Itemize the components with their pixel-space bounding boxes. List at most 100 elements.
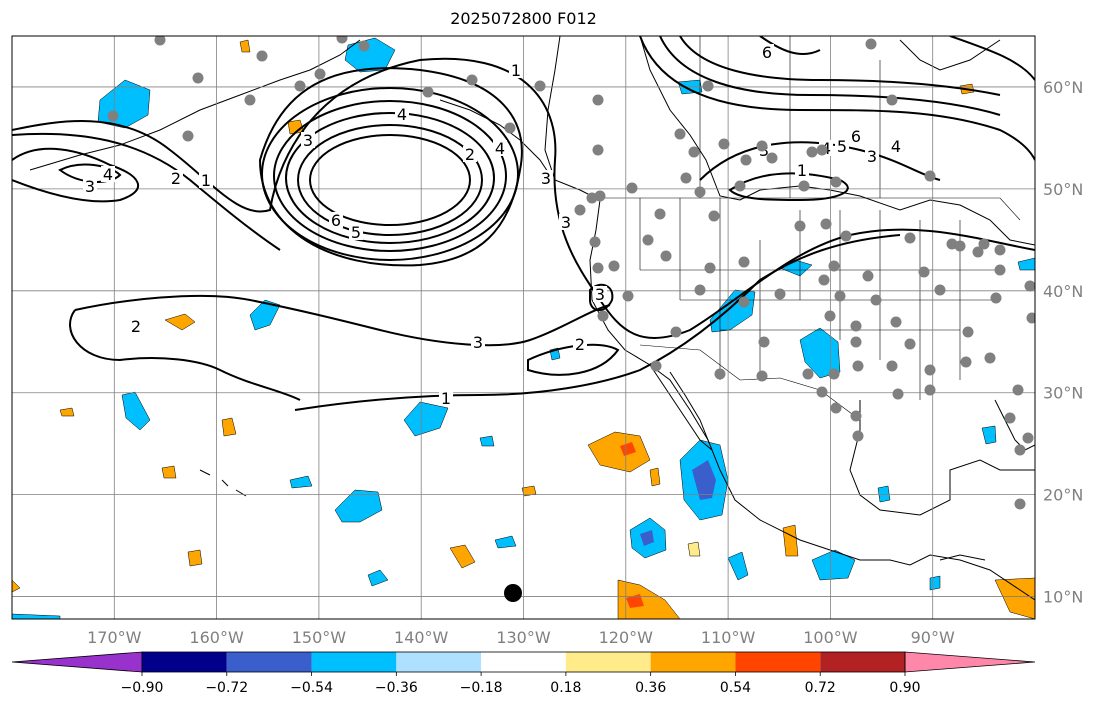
gulf-coast (849, 400, 1035, 516)
neg-patch (479, 435, 495, 447)
station-dot (592, 262, 604, 274)
station-dot (608, 260, 620, 272)
colorbar-label: 0.90 (889, 680, 920, 696)
station-dot (592, 144, 604, 156)
alaska-coast (29, 39, 361, 171)
station-dot (642, 234, 654, 246)
contour-3-aleutian (12, 147, 140, 203)
contour-label: 6 (851, 127, 861, 146)
contour-label-bg (509, 62, 523, 78)
station-dot (994, 244, 1006, 256)
station-dot (244, 94, 256, 106)
alaska-panhandle (439, 99, 551, 176)
station-dot (1024, 280, 1035, 292)
station-dot (740, 154, 752, 166)
neg-patch (811, 549, 856, 581)
contour-label-bg (795, 162, 809, 178)
colorbar-frame (141, 651, 906, 673)
tropical-marker (504, 584, 522, 602)
station-dot (336, 36, 348, 44)
station-dot (192, 72, 204, 84)
neg-patch (344, 37, 396, 73)
contour-3-south (527, 343, 620, 376)
pos-patch (649, 467, 661, 487)
contour-label: 4 (891, 137, 901, 156)
station-dot (1014, 498, 1026, 510)
station-dot (865, 38, 877, 50)
station-dot (984, 352, 996, 364)
pos-patch (164, 313, 196, 331)
pos-patch (221, 417, 237, 437)
contour-2 (258, 67, 523, 267)
colorbar (11, 651, 1036, 673)
colorbar-label: −0.18 (460, 680, 503, 696)
colorbar-label: 0.18 (550, 680, 581, 696)
contour-label: 1 (797, 161, 807, 180)
contour-label: 2 (131, 317, 141, 336)
station-dot (534, 80, 546, 92)
station-dot (504, 122, 516, 134)
canada-provinces (699, 36, 881, 198)
contour-label-bg (835, 138, 849, 154)
contour-label: 4 (495, 139, 505, 158)
contour-2-aleutian (12, 132, 281, 251)
station-dot (840, 230, 852, 242)
contour-label-bg (539, 170, 553, 186)
station-dot (182, 130, 194, 142)
pos-patch (782, 524, 799, 557)
longitude-labels: 170°W 160°W 150°W 140°W 130°W 120°W 110°W 100°W… (87, 628, 955, 647)
station-dot (834, 290, 846, 302)
station-dot (818, 274, 830, 286)
contour-label: 1 (511, 61, 521, 80)
colorbar-segment (565, 652, 651, 672)
station-dot (738, 256, 750, 268)
station-dot (978, 238, 990, 250)
contour-label-bg (395, 106, 409, 122)
station-dot (756, 140, 768, 152)
station-dot (862, 270, 874, 282)
pos-patch (187, 549, 203, 567)
contour-6-canada (639, 36, 1035, 161)
neg-patch (1017, 257, 1035, 271)
lat-label: 30°N (1043, 384, 1083, 403)
colorbar-label: −0.72 (205, 680, 248, 696)
lon-label: 140°W (394, 628, 449, 647)
station-dot (960, 356, 972, 368)
colorbar-segment (396, 652, 482, 672)
station-dot (622, 290, 634, 302)
contour-label: 3 (303, 131, 313, 150)
colorbar-segment (226, 652, 312, 672)
contour-label: 5 (837, 137, 847, 156)
pos-patch (626, 594, 644, 608)
station-dot (680, 172, 692, 184)
colorbar-segment (820, 652, 905, 672)
contour-label-bg (439, 390, 453, 406)
neg-patch (981, 425, 997, 445)
station-dot (816, 144, 828, 156)
station-dot (674, 128, 686, 140)
station-dot (466, 74, 478, 86)
contour-label-bg (301, 132, 315, 148)
colorbar-label: −0.90 (121, 680, 164, 696)
contour-6-hudson (759, 36, 821, 55)
lat-label: 60°N (1043, 78, 1083, 97)
station-dot (934, 284, 946, 296)
station-dot (820, 218, 832, 230)
station-dot (1026, 312, 1035, 324)
florida (994, 399, 1035, 451)
lon-label: 170°W (87, 628, 142, 647)
cuba (939, 554, 986, 561)
station-dot (107, 110, 119, 122)
neg-patch (640, 530, 654, 546)
pos-patch (587, 431, 651, 473)
lon-label: 120°W (599, 628, 654, 647)
neg-patch (779, 259, 813, 277)
station-dot (256, 50, 268, 62)
contour-label: 4 (397, 105, 407, 124)
colorbar-labels: −0.90 −0.72 −0.54 −0.36 −0.18 0.18 0.36 0.54 0.7… (121, 672, 921, 696)
contour-2-loop (69, 309, 301, 401)
contour-label-bg (889, 138, 903, 154)
contour-label-bg (199, 172, 213, 188)
colorbar-segment (735, 652, 821, 672)
station-dot (886, 94, 898, 106)
